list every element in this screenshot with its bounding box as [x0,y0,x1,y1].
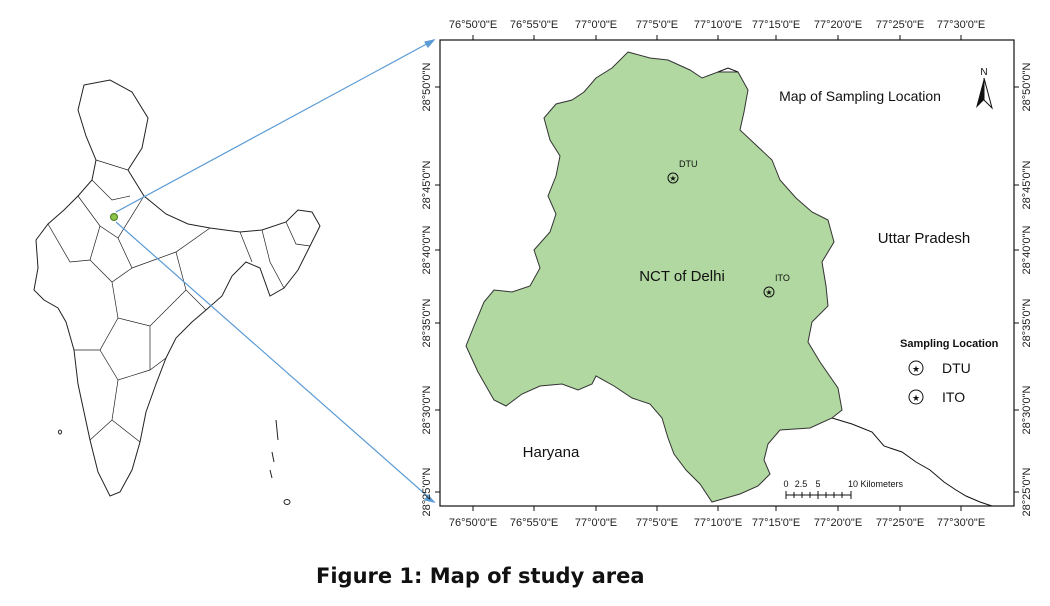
top-tick-label: 77°5'0"E [636,19,678,31]
frame-tick-marks [435,35,1019,511]
left-tick-labels: 28°50'0"N 28°45'0"N 28°40'0"N 28°35'0"N 28°3… [421,62,433,516]
svg-text:5: 5 [815,479,820,489]
svg-text:DTU: DTU [942,360,971,376]
connector-lines [115,39,436,503]
bottom-tick-label: 77°0'0"E [575,517,617,529]
top-tick-label: 77°15'0"E [752,19,800,31]
svg-text:★: ★ [912,364,920,374]
right-tick-label: 28°50'0"N [1021,62,1033,111]
top-tick-labels: 76°50'0"E 76°55'0"E 77°0'0"E 77°5'0"E 77°10'… [449,19,985,31]
andaman-islands [269,419,279,479]
bottom-tick-label: 77°20'0"E [814,517,862,529]
sampling-point-dtu-label: DTU [679,159,698,169]
bottom-tick-label: 76°55'0"E [510,517,558,529]
top-tick-label: 77°0'0"E [575,19,617,31]
island-marker [283,499,291,505]
state-borders [47,159,311,443]
delhi-region [465,51,843,503]
region-label-haryana: Haryana [523,444,580,461]
top-tick-label: 77°10'0"E [694,19,742,31]
right-tick-label: 28°45'0"N [1021,160,1033,209]
legend-title: Sampling Location [900,338,999,350]
svg-text:0: 0 [783,479,788,489]
bottom-tick-label: 77°15'0"E [752,517,800,529]
bottom-tick-label: 77°25'0"E [876,517,924,529]
up-border-line [717,67,993,507]
legend-item-ito: ★ ITO [908,389,965,405]
svg-text:★: ★ [912,393,920,403]
left-tick-label: 28°50'0"N [421,62,433,111]
legend: Sampling Location ★ DTU ★ ITO [900,338,999,405]
lakshadweep [58,429,62,435]
svg-text:2.5: 2.5 [795,479,808,489]
bottom-tick-label: 77°10'0"E [694,517,742,529]
left-tick-label: 28°30'0"N [421,385,433,434]
bottom-tick-label: 77°30'0"E [937,517,985,529]
right-tick-labels: 28°50'0"N 28°45'0"N 28°40'0"N 28°35'0"N 28°3… [1021,62,1033,516]
north-arrow-icon: N [976,67,993,110]
svg-text:10 Kilometers: 10 Kilometers [848,479,904,489]
map-title: Map of Sampling Location [779,88,941,104]
sampling-point-ito-label: ITO [775,273,790,283]
right-tick-label: 28°35'0"N [1021,298,1033,347]
svg-text:★: ★ [765,288,772,297]
top-tick-label: 77°20'0"E [814,19,862,31]
legend-item-dtu: ★ DTU [908,360,971,376]
bottom-tick-label: 77°5'0"E [636,517,678,529]
top-tick-label: 77°25'0"E [876,19,924,31]
top-tick-label: 76°55'0"E [510,19,558,31]
right-tick-label: 28°40'0"N [1021,225,1033,274]
left-tick-label: 28°40'0"N [421,225,433,274]
region-label-delhi: NCT of Delhi [639,268,725,285]
india-map [33,79,321,505]
svg-text:ITO: ITO [942,389,965,405]
right-tick-label: 28°30'0"N [1021,385,1033,434]
sampling-point-dtu: ★ DTU [667,159,698,184]
right-tick-label: 28°25'0"N [1021,467,1033,516]
top-tick-label: 77°30'0"E [937,19,985,31]
left-tick-label: 28°25'0"N [421,467,433,516]
india-outline [33,79,321,497]
bottom-tick-label: 76°50'0"E [449,517,497,529]
left-tick-label: 28°35'0"N [421,298,433,347]
region-label-uttar-pradesh: Uttar Pradesh [878,230,971,247]
svg-text:N: N [980,67,987,78]
svg-text:★: ★ [669,174,676,183]
bottom-tick-labels: 76°50'0"E 76°55'0"E 77°0'0"E 77°5'0"E 77°10'… [449,517,985,529]
top-tick-label: 76°50'0"E [449,19,497,31]
scale-bar: 0 2.5 5 10 Kilometers [783,479,904,499]
sampling-point-ito: ★ ITO [763,273,790,298]
left-tick-label: 28°45'0"N [421,160,433,209]
study-area-marker [110,213,118,221]
figure-caption: Figure 1: Map of study area [316,564,645,588]
